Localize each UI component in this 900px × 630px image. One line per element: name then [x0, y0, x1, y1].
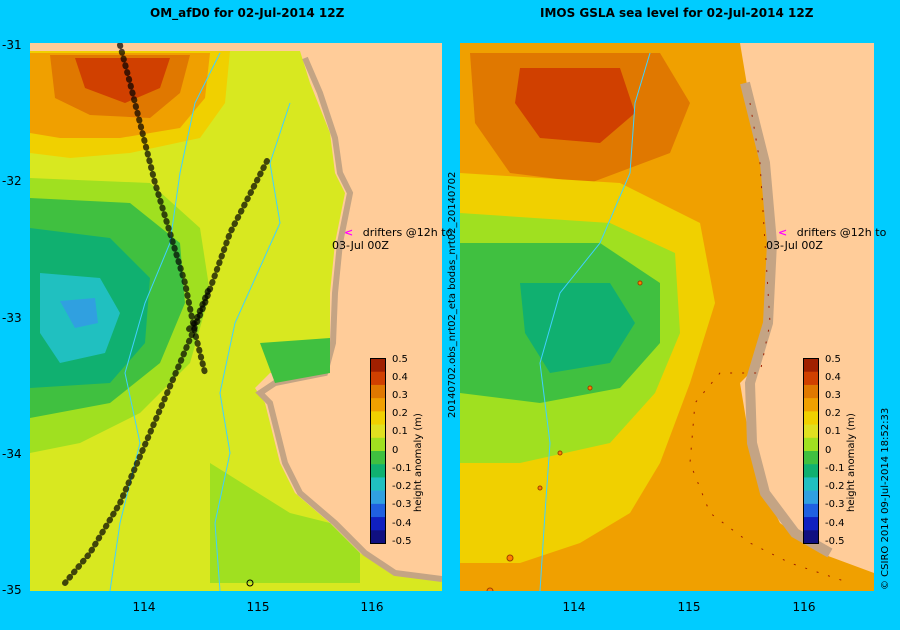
- colorbar-swatch: [370, 477, 386, 492]
- colorbar-label: 0.1: [825, 426, 841, 437]
- colorbar-label: -0.2: [825, 481, 845, 492]
- colorbar-left: 0.5 0.4 0.3 0.2 0.1 0 -0.1 -0.2 -0.3 -0.…: [370, 354, 430, 548]
- drifter-annotation-right: < drifters @12h to 03-Jul 00Z: [766, 226, 887, 252]
- colorbar-swatch: [370, 384, 386, 399]
- colorbar-swatch: [803, 477, 819, 492]
- colorbar-swatch: [803, 384, 819, 399]
- x-tick-label: 114: [562, 600, 586, 614]
- colorbar-swatch: [370, 517, 386, 531]
- colorbar-left-gradient: [370, 358, 386, 544]
- drifter-label-line1: drifters @12h to: [796, 226, 887, 239]
- y-tick-label: -32: [2, 174, 22, 188]
- colorbar-swatch: [803, 358, 819, 373]
- copyright-label: © CSIRO 2014 09-Jul-2014 18:52:33: [880, 407, 891, 590]
- drifter-arrow-icon: <: [344, 226, 354, 239]
- drifter-label-line1: drifters @12h to: [362, 226, 453, 239]
- colorbar-swatch: [370, 371, 386, 386]
- colorbar-label: 0.4: [825, 372, 841, 383]
- x-tick-label: 116: [360, 600, 384, 614]
- colorbar-swatch: [370, 411, 386, 426]
- colorbar-swatch: [803, 490, 819, 505]
- y-tick-label: -35: [2, 583, 22, 597]
- colorbar-label: -0.3: [825, 499, 845, 510]
- colorbar-swatch: [803, 464, 819, 478]
- colorbar-label: -0.4: [392, 518, 412, 529]
- colorbar-swatch: [803, 424, 819, 439]
- colorbar-swatch: [370, 464, 386, 478]
- colorbar-label: -0.2: [392, 481, 412, 492]
- colorbar-label: -0.1: [825, 463, 845, 474]
- y-tick-label: -34: [2, 447, 22, 461]
- colorbar-label: 0.2: [392, 408, 408, 419]
- colorbar-swatch: [803, 517, 819, 531]
- colorbar-label: -0.5: [825, 536, 845, 547]
- colorbar-right-gradient: [803, 358, 819, 544]
- colorbar-label: -0.1: [392, 463, 412, 474]
- left-panel-title: OM_afD0 for 02-Jul-2014 12Z: [150, 6, 345, 20]
- drifter-label-line2: 03-Jul 00Z: [332, 239, 389, 252]
- colorbar-swatch: [370, 358, 386, 373]
- drifter-annotation-left: < drifters @12h to 03-Jul 00Z: [332, 226, 453, 252]
- x-tick-label: 114: [132, 600, 156, 614]
- drifter-arrow-icon: <: [778, 226, 788, 239]
- colorbar-right: 0.5 0.4 0.3 0.2 0.1 0 -0.1 -0.2 -0.3 -0.…: [803, 354, 863, 548]
- colorbar-swatch: [803, 503, 819, 518]
- colorbar-swatch: [370, 424, 386, 439]
- colorbar-label: 0.1: [392, 426, 408, 437]
- colorbar-swatch: [370, 437, 386, 452]
- x-tick-label: 116: [792, 600, 816, 614]
- colorbar-swatch: [370, 503, 386, 518]
- colorbar-label: -0.3: [392, 499, 412, 510]
- colorbar-label: -0.5: [392, 536, 412, 547]
- colorbar-swatch: [803, 530, 819, 544]
- colorbar-swatch: [370, 398, 386, 412]
- colorbar-label: 0.3: [825, 390, 841, 401]
- colorbar-right-title: height anomaly (m): [846, 413, 857, 512]
- colorbar-label: 0: [392, 445, 399, 456]
- colorbar-label: 0.4: [392, 372, 408, 383]
- colorbar-label: 0.5: [392, 354, 408, 365]
- colorbar-swatch: [803, 398, 819, 412]
- colorbar-label: 0: [825, 445, 832, 456]
- x-tick-label: 115: [246, 600, 270, 614]
- x-tick-label: 115: [677, 600, 701, 614]
- source-file-label: 20140702.obs_nrt02_eta bodas_nrt02_20140…: [447, 171, 458, 418]
- y-tick-label: -33: [2, 311, 22, 325]
- right-map-svg: [460, 43, 874, 591]
- colorbar-swatch: [803, 411, 819, 426]
- colorbar-label: -0.4: [825, 518, 845, 529]
- colorbar-swatch: [370, 490, 386, 505]
- colorbar-swatch: [370, 530, 386, 544]
- colorbar-label: 0.3: [392, 390, 408, 401]
- colorbar-label: 0.5: [825, 354, 841, 365]
- colorbar-swatch: [370, 451, 386, 465]
- colorbar-swatch: [803, 371, 819, 386]
- colorbar-left-title: height anomaly (m): [413, 413, 424, 512]
- right-map-panel: [460, 43, 874, 591]
- colorbar-swatch: [803, 437, 819, 452]
- colorbar-swatch: [803, 451, 819, 465]
- y-tick-label: -31: [2, 38, 22, 52]
- drifter-label-line2: 03-Jul 00Z: [766, 239, 823, 252]
- colorbar-label: 0.2: [825, 408, 841, 419]
- right-panel-title: IMOS GSLA sea level for 02-Jul-2014 12Z: [540, 6, 814, 20]
